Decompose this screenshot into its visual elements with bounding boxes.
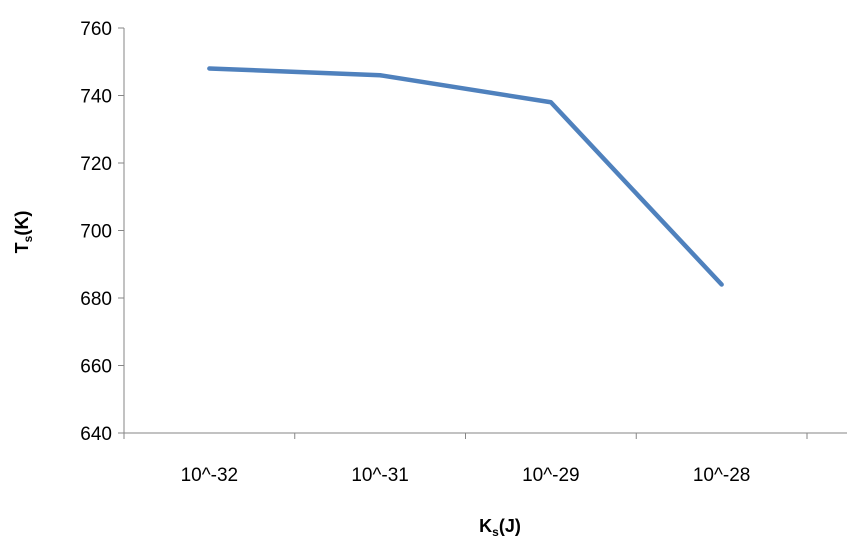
- y-tick-label: 660: [80, 357, 112, 378]
- series-line: [207, 66, 724, 287]
- y-tick-label: 700: [80, 222, 112, 243]
- y-tick-label: 740: [80, 87, 112, 108]
- y-tick-label: 640: [80, 424, 112, 445]
- x-tick-label: 10^-32: [181, 465, 239, 486]
- y-axis-title: Ts(K): [12, 211, 35, 254]
- x-axis: 10^-32 10^-31 10^-29 10^-28: [123, 432, 847, 486]
- x-axis-title: Ks(J): [479, 516, 521, 539]
- y-tick-label: 720: [80, 154, 112, 175]
- y-tick-label: 680: [80, 289, 112, 310]
- y-axis: 640 660 680 700 720 740 760: [80, 19, 125, 445]
- x-tick-label: 10^-31: [351, 465, 409, 486]
- series-group: [207, 66, 724, 287]
- y-tick-label: 760: [80, 19, 112, 40]
- x-tick-label: 10^-29: [522, 465, 580, 486]
- x-tick-label: 10^-28: [693, 465, 751, 486]
